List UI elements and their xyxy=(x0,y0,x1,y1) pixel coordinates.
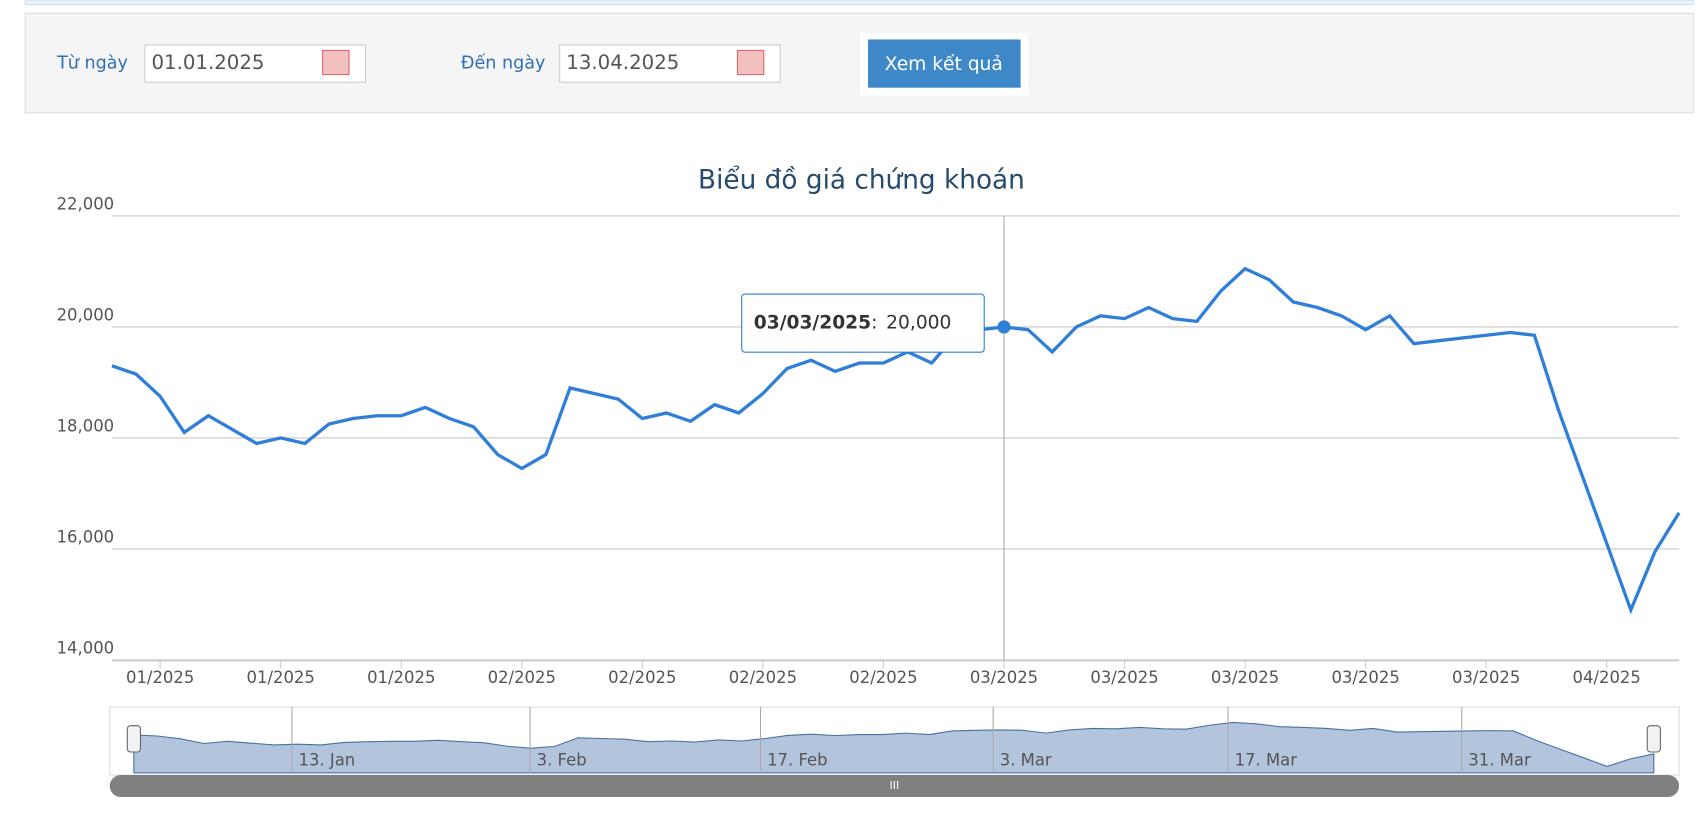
to-value: 13.04.2025 xyxy=(566,51,679,74)
y-tick-label: 14,000 xyxy=(57,638,115,657)
navigator-label: 13. Jan xyxy=(298,750,355,769)
calendar-icon[interactable] xyxy=(736,49,765,76)
navigator-label: 3. Feb xyxy=(537,750,587,769)
x-tick-label: 03/2025 xyxy=(1452,668,1520,687)
navigator-handle[interactable] xyxy=(126,725,142,753)
scroll-grip: III xyxy=(890,779,900,792)
x-tick-label: 02/2025 xyxy=(849,668,917,687)
navigator-label: 3. Mar xyxy=(1000,750,1052,769)
button-label: Xem kết quả xyxy=(885,53,1003,75)
navigator-label: 31. Mar xyxy=(1468,750,1531,769)
submit-button[interactable] xyxy=(868,39,1021,88)
plot: 14,000 16,000 18,000 20,000 22,000 01/2025 01/… xyxy=(57,194,1681,776)
x-tick-label: 01/2025 xyxy=(126,668,194,687)
top-bar xyxy=(24,0,1694,5)
x-tick-label: 03/2025 xyxy=(1211,668,1279,687)
chart-title: Biểu đồ giá chứng khoán xyxy=(698,164,1025,195)
y-tick-label: 20,000 xyxy=(57,305,115,324)
y-tick-label: 18,000 xyxy=(57,416,115,435)
x-tick-label: 04/2025 xyxy=(1573,668,1641,687)
x-tick-label: 02/2025 xyxy=(488,668,556,687)
from-value: 01.01.2025 xyxy=(151,51,264,74)
calendar-icon[interactable] xyxy=(322,49,350,76)
tooltip-box xyxy=(741,293,985,353)
navigator-area xyxy=(133,721,1655,774)
x-tick-label: 02/2025 xyxy=(608,668,676,687)
tooltip-part: 03/03/2025 xyxy=(754,312,871,333)
tooltip-text: 03/03/2025: 20,000 xyxy=(754,312,952,333)
tooltip-part: 20,000 xyxy=(886,312,951,333)
y-tick-label: 16,000 xyxy=(57,527,115,546)
navigator-label: 17. Feb xyxy=(767,750,828,769)
x-tick-label: 02/2025 xyxy=(729,668,797,687)
to-label: Đến ngày xyxy=(461,53,545,74)
x-tick-label: 03/2025 xyxy=(1331,668,1399,687)
y-tick-label: 22,000 xyxy=(57,194,115,213)
price-line xyxy=(111,266,1681,615)
from-label: Từ ngày xyxy=(56,54,128,74)
navigator-label: 17. Mar xyxy=(1235,750,1298,769)
x-tick-label: 01/2025 xyxy=(247,668,315,687)
navigator-handle[interactable] xyxy=(1646,725,1661,753)
x-tick-label: 01/2025 xyxy=(367,668,435,687)
scrollbar[interactable] xyxy=(109,775,1680,797)
tooltip-part: : xyxy=(871,312,877,333)
hover-point xyxy=(997,320,1011,334)
x-tick-label: 03/2025 xyxy=(1090,668,1158,687)
x-tick-label: 03/2025 xyxy=(970,668,1038,687)
